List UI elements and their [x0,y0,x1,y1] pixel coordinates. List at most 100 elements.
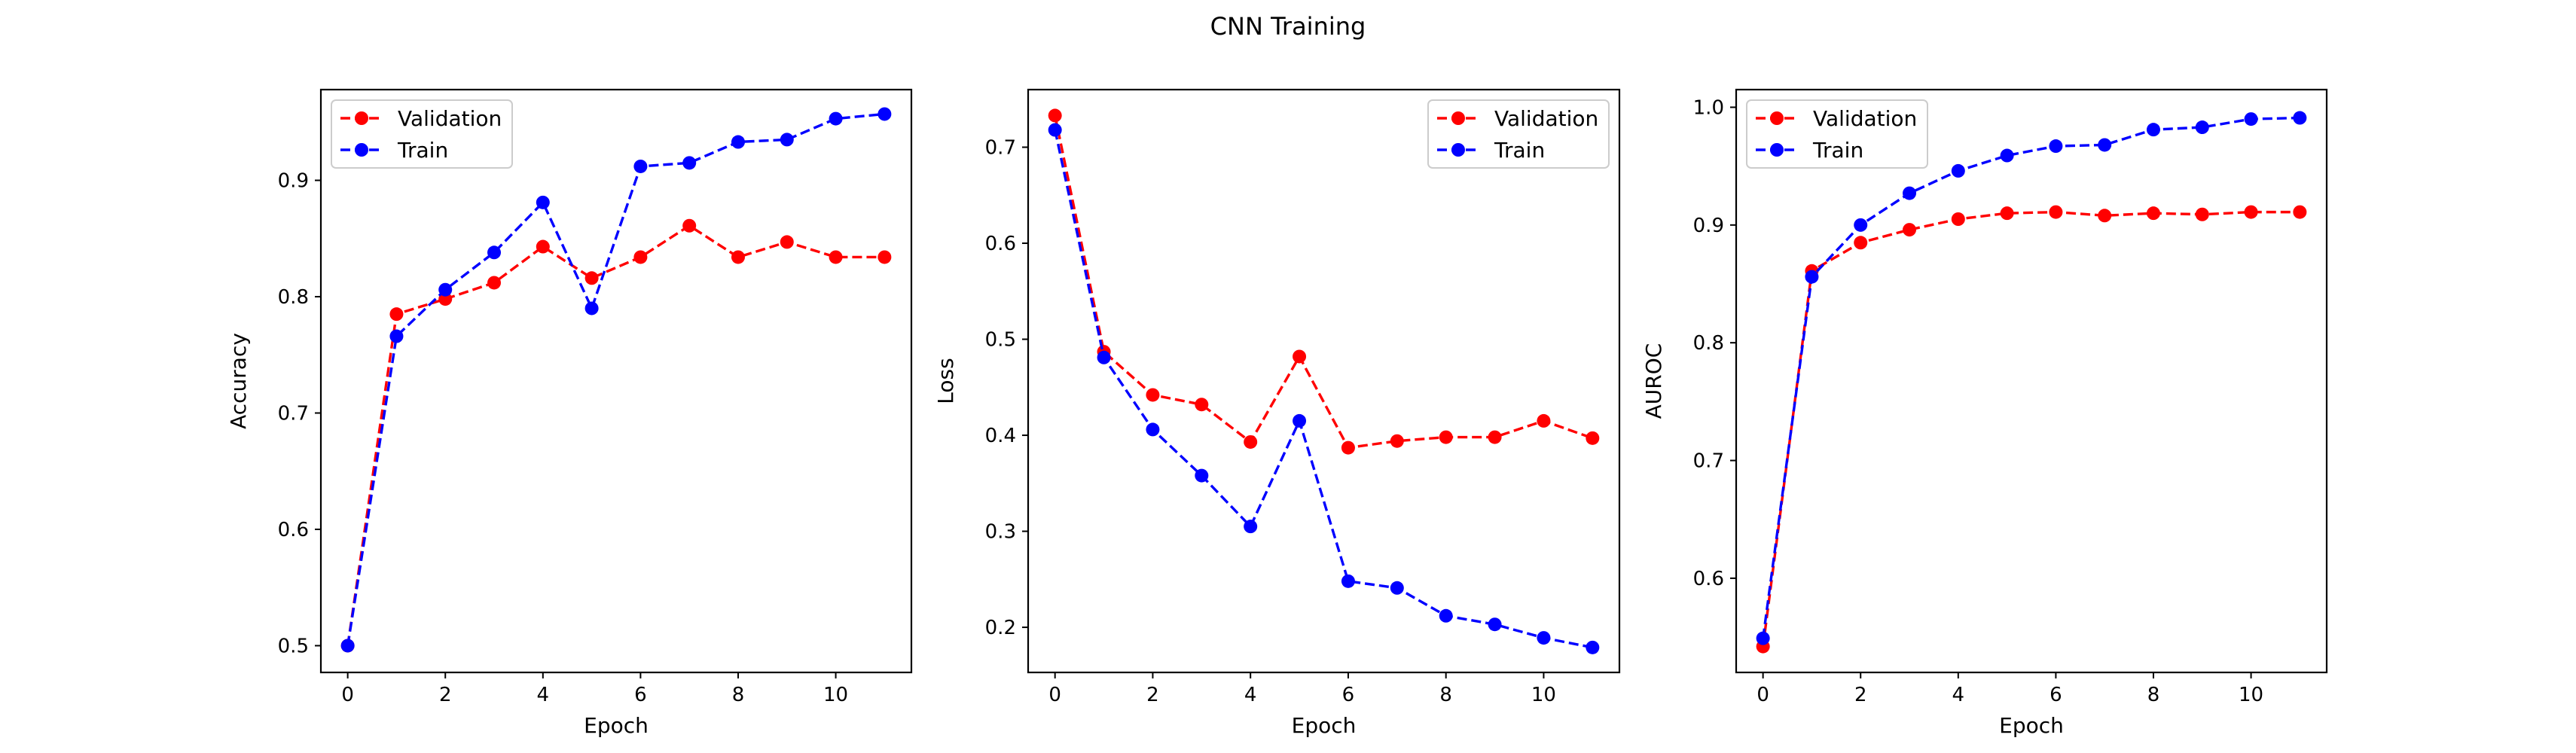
auroc-y-tick-label: 0.9 [1693,215,1724,237]
loss-legend: Validation Train [1427,99,1610,169]
auroc-legend-validation-marker [1770,111,1784,125]
auroc-validation-point [2146,206,2160,221]
auroc-validation-point [2098,209,2112,223]
accuracy-train-point [584,301,599,316]
loss-y-tick-label: 0.4 [985,425,1016,447]
auroc-train-point [2244,112,2258,127]
loss-train-point [1537,631,1551,645]
loss-train-point [1439,608,1453,623]
auroc-y-tick-label: 0.8 [1693,332,1724,355]
accuracy-validation-point [487,276,502,290]
loss-validation-point [1195,398,1209,412]
accuracy-validation-point [438,292,453,306]
auroc-validation-point [2049,205,2063,219]
accuracy-validation-point [584,271,599,285]
accuracy-y-tick-label: 0.8 [278,286,309,309]
accuracy-train-point [438,282,453,297]
loss-legend-train-label: Train [1494,138,1545,163]
accuracy-train-point [731,135,745,149]
auroc-train-point [2146,123,2160,137]
auroc-y-tick-label: 1.0 [1693,96,1724,119]
auroc-train-line [1761,116,2300,639]
loss-y-tick-label: 0.2 [985,617,1016,639]
auroc-validation-line [1761,210,2300,647]
auroc-train-point [2293,111,2307,125]
accuracy-validation-point [682,218,697,233]
subplot-auroc: 0 2 4 6 8 10 0.6 0.7 0.8 0.9 1.0 Epoch AUROC Validati… [1641,88,2328,738]
accuracy-train-point [780,133,794,147]
auroc-train-point [1805,270,1819,284]
loss-train-point [1341,574,1355,588]
loss-train-point [1097,350,1111,364]
auroc-x-tick-label: 4 [1952,684,1965,706]
accuracy-x-tick-label: 8 [732,684,745,706]
accuracy-train-point [487,245,502,260]
accuracy-x-tick-label: 6 [634,684,647,706]
auroc-legend-train-marker [1770,143,1784,157]
accuracy-validation-point [780,235,794,249]
accuracy-y-tick-label: 0.5 [278,635,309,657]
auroc-legend-validation-label: Validation [1813,106,1917,131]
accuracy-validation-point [731,250,745,264]
auroc-axes-frame [1735,88,2328,674]
loss-train-point [1048,123,1062,137]
accuracy-train-point [633,159,648,173]
accuracy-train-point [389,329,404,343]
loss-legend-train-marker [1451,143,1465,157]
auroc-y-tick-label: 0.6 [1693,568,1724,590]
accuracy-validation-point [536,239,550,254]
auroc-train-point [1756,631,1770,645]
loss-train-point [1195,468,1209,483]
auroc-legend: Validation Train [1746,99,1928,169]
accuracy-train-point [536,195,550,209]
auroc-x-tick-label: 8 [2147,684,2160,706]
auroc-validation-point [1951,212,1965,226]
accuracy-x-tick-label: 2 [439,684,452,706]
accuracy-x-tick-label: 0 [341,684,354,706]
loss-x-tick-label: 2 [1146,684,1159,706]
loss-train-point [1586,640,1600,654]
auroc-x-tick-label: 2 [1854,684,1867,706]
auroc-train-point [1903,186,1917,200]
accuracy-train-point [682,156,697,170]
loss-validation-point [1586,431,1600,445]
loss-validation-point [1537,413,1551,428]
loss-y-tick-label: 0.6 [985,233,1016,255]
loss-validation-point [1439,430,1453,444]
accuracy-legend-train-label: Train [397,138,448,163]
loss-x-tick-label: 0 [1048,684,1061,706]
loss-validation-point [1390,434,1404,448]
accuracy-train-point [877,107,892,121]
auroc-x-tick-label: 0 [1757,684,1769,706]
loss-y-tick-label: 0.3 [985,521,1016,544]
loss-validation-point [1048,108,1062,123]
figure-title: CNN Training [1210,12,1366,41]
loss-x-tick-label: 8 [1439,684,1452,706]
accuracy-y-tick-label: 0.9 [278,170,309,193]
loss-x-axis-label: Epoch [1292,713,1357,738]
auroc-legend-train-label: Train [1812,138,1863,163]
accuracy-validation-point [389,307,404,322]
auroc-train-point [1951,163,1965,178]
loss-validation-point [1341,441,1355,455]
loss-legend-validation-label: Validation [1494,106,1598,131]
loss-train-point [1146,422,1160,437]
accuracy-x-tick-label: 4 [537,684,550,706]
auroc-train-point [2049,139,2063,154]
loss-train-point [1390,581,1404,595]
auroc-train-point [1854,218,1868,232]
accuracy-y-tick-label: 0.7 [278,402,309,425]
accuracy-legend: Validation Train [331,99,513,169]
accuracy-y-axis-label: Accuracy [226,333,251,429]
loss-validation-point [1146,388,1160,402]
loss-legend-validation-marker [1451,111,1465,125]
accuracy-train-point [829,111,843,126]
accuracy-x-tick-label: 10 [823,684,848,706]
accuracy-x-axis-label: Epoch [584,713,649,738]
auroc-x-tick-label: 6 [2050,684,2062,706]
loss-validation-point [1244,434,1258,449]
loss-x-tick-label: 10 [1531,684,1556,706]
accuracy-validation-point [829,250,843,264]
loss-x-tick-label: 4 [1244,684,1257,706]
